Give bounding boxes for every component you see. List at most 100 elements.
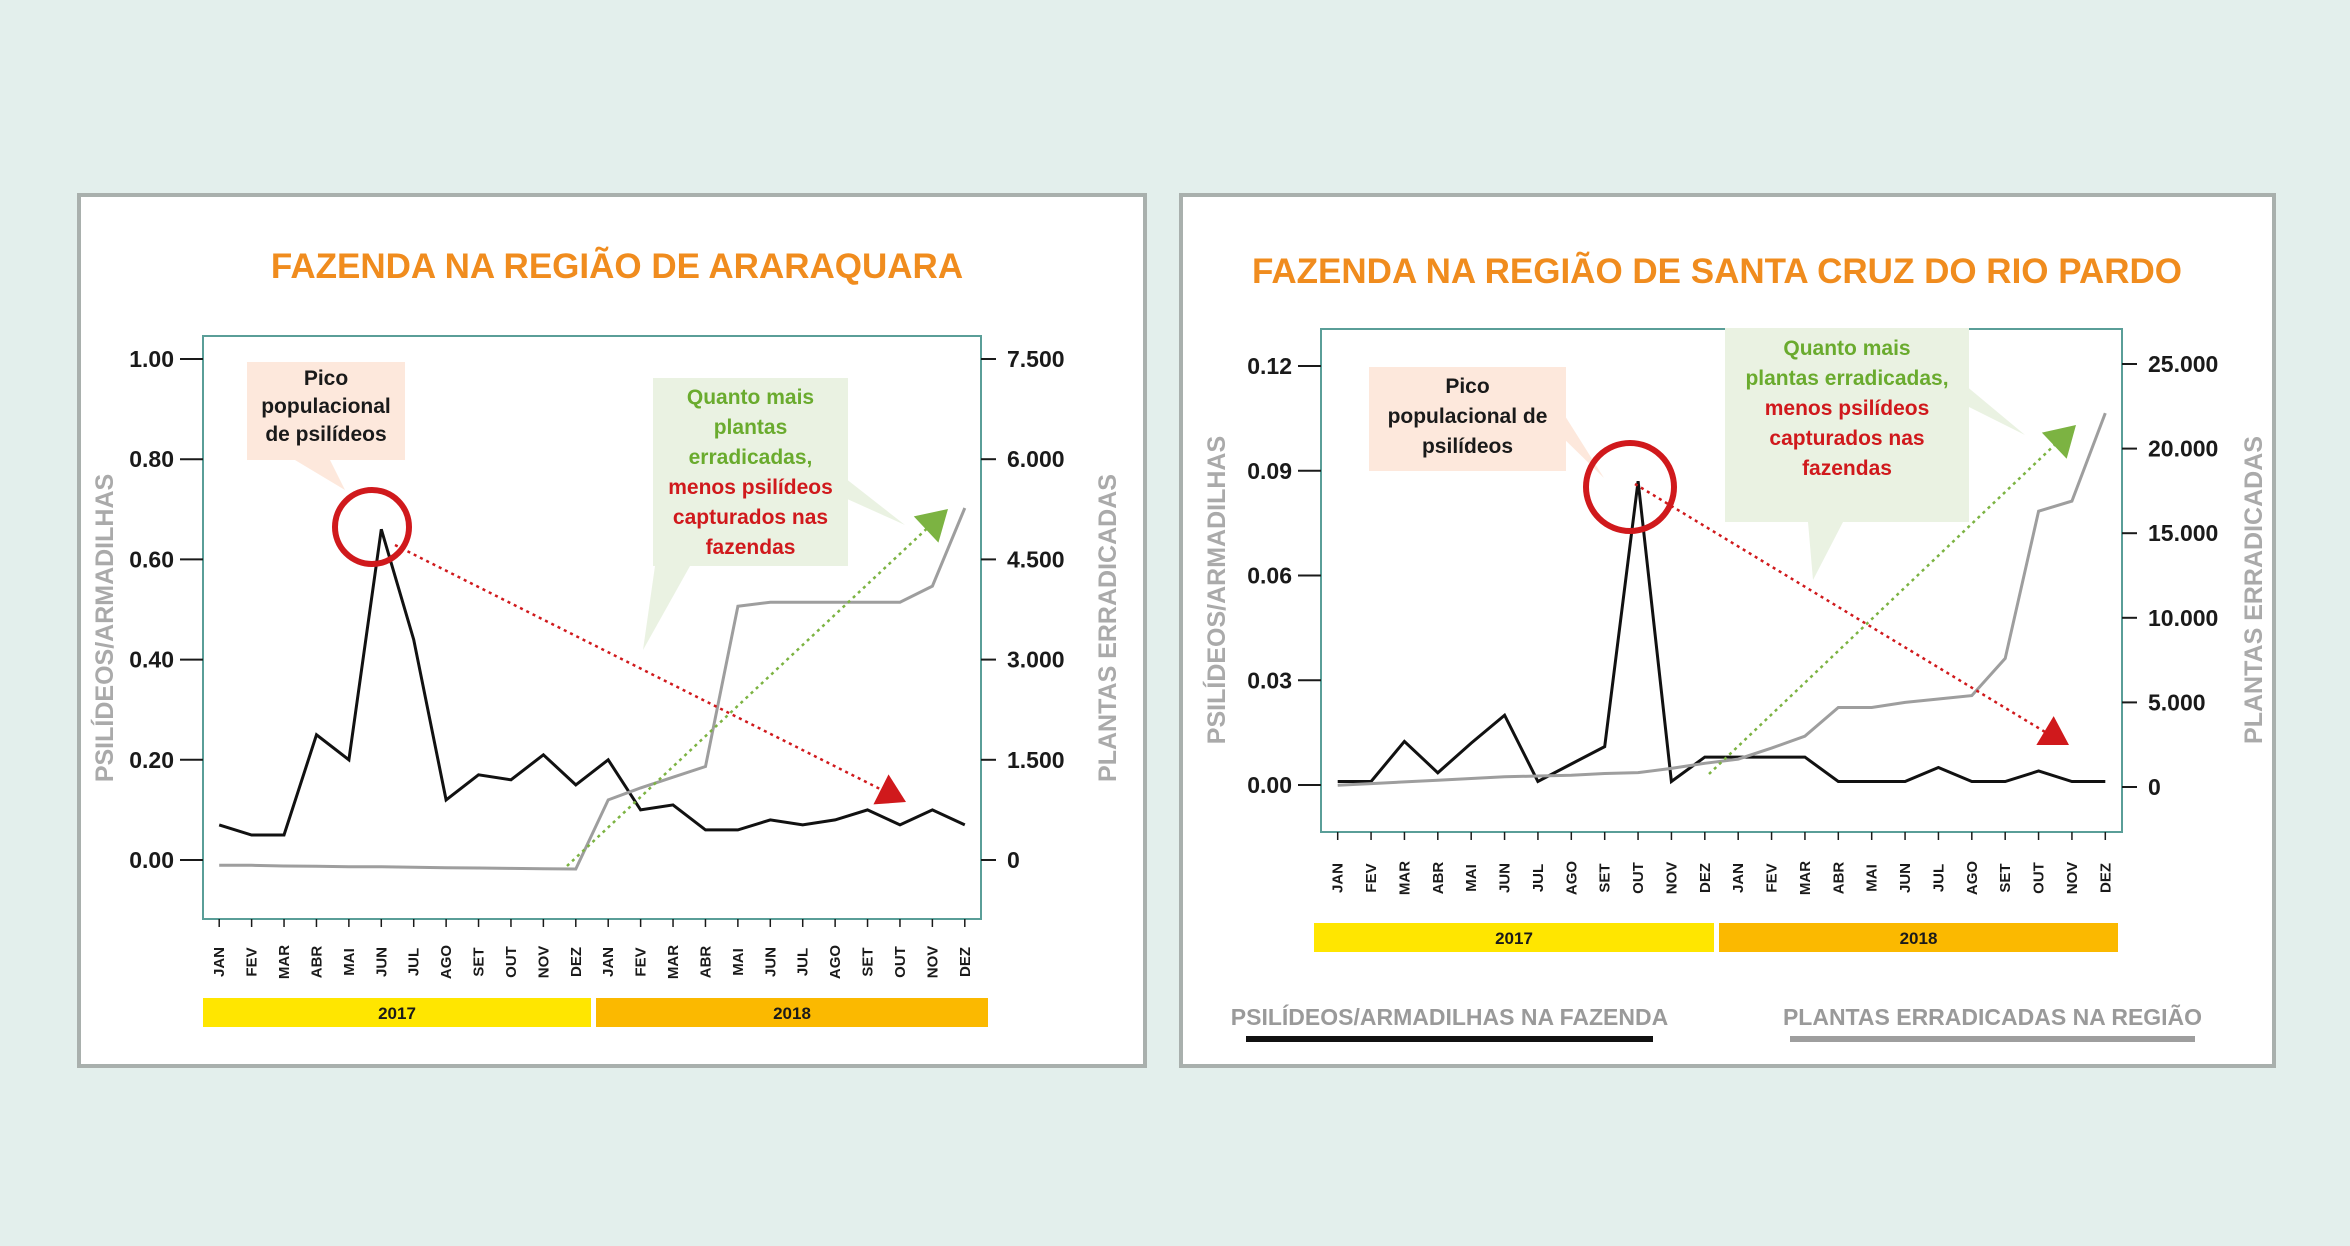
- month-label: FEV: [633, 947, 650, 976]
- peak-note-line: de psilídeos: [265, 423, 386, 446]
- trend-note-line: Quanto mais: [1783, 337, 1910, 360]
- left-tick-label: 0.06: [1247, 563, 1292, 589]
- trend-note-line: erradicadas,: [689, 446, 813, 469]
- trend-arrow-green: [1708, 435, 2065, 775]
- month-label: MAR: [665, 945, 682, 979]
- month-label: JUN: [762, 947, 779, 977]
- trend-callout-tail-right: [1965, 385, 2025, 435]
- month-label: ABR: [1430, 862, 1447, 895]
- trend-arrow-red: [394, 543, 893, 797]
- left-tick-label: 0.00: [1247, 772, 1292, 798]
- month-label: MAR: [1396, 861, 1413, 895]
- plot-area: [202, 335, 982, 920]
- peak-callout-box: [247, 362, 405, 460]
- left-tick-label: 0.09: [1247, 458, 1292, 484]
- right-tick-label: 20.000: [2148, 436, 2218, 462]
- month-label: JUL: [795, 948, 812, 976]
- legend-label: PSILÍDEOS/ARMADILHAS NA FAZENDA: [1231, 1003, 1668, 1030]
- month-label: NOV: [924, 946, 941, 979]
- month-label: NOV: [2064, 862, 2081, 895]
- right-axis-title: PLANTAS ERRADICADAS: [2240, 436, 2268, 744]
- month-label: OUT: [1630, 862, 1647, 894]
- peak-note-line: Pico: [1445, 375, 1489, 398]
- month-label: NOV: [1663, 862, 1680, 895]
- month-label: ABR: [308, 946, 325, 979]
- arrowhead-green: [2041, 425, 2076, 459]
- month-label: DEZ: [568, 947, 585, 977]
- month-label: AGO: [827, 945, 844, 980]
- trend-note-line: capturados nas: [1769, 427, 1924, 450]
- year-label: 2017: [1495, 929, 1533, 948]
- month-label: JUN: [1897, 863, 1914, 893]
- month-label: JAN: [600, 947, 617, 977]
- trend-note-line: plantas erradicadas,: [1745, 367, 1948, 390]
- trend-callout-tail: [643, 566, 690, 650]
- month-label: SET: [1597, 863, 1614, 892]
- month-label: FEV: [1764, 863, 1781, 892]
- trend-note-line: fazendas: [1802, 457, 1892, 480]
- month-label: AGO: [1964, 861, 1981, 896]
- month-label: FEV: [244, 947, 261, 976]
- legend-swatch: [1246, 1036, 1653, 1042]
- trend-note-line: menos psilídeos: [1765, 397, 1930, 420]
- chart-panel-1: FAZENDA NA REGIÃO DE ARARAQUARA 0.00 0.20 0…: [77, 193, 1147, 1068]
- month-label: OUT: [2031, 862, 2048, 894]
- year-label: 2018: [773, 1004, 811, 1023]
- peak-callout-tail: [295, 460, 345, 490]
- series-line-psyllids: [218, 528, 966, 837]
- legend-label: PLANTAS ERRADICADAS NA REGIÃO: [1783, 1003, 2202, 1030]
- chart-panel-2: FAZENDA NA REGIÃO DE SANTA CRUZ DO RIO P…: [1179, 193, 2276, 1068]
- month-label: JAN: [1730, 863, 1747, 893]
- year-bar-2018: [1719, 923, 2118, 952]
- left-axis-title: PSILÍDEOS/ARMADILHAS: [1202, 436, 1231, 744]
- year-bar-2018: [596, 998, 988, 1027]
- right-tick-label: 0: [1007, 847, 1020, 873]
- month-label: ABR: [697, 946, 714, 979]
- month-label: JUN: [1497, 863, 1514, 893]
- trend-arrow-green: [566, 519, 937, 867]
- plot-area: [1320, 328, 2123, 833]
- trend-note-line: menos psilídeos: [668, 476, 833, 499]
- right-tick-label: 6.000: [1007, 446, 1065, 472]
- month-label: JUL: [1930, 864, 1947, 892]
- left-tick-label: 0.00: [129, 847, 174, 873]
- left-tick-label: 0.20: [129, 747, 174, 773]
- month-label: JUL: [1530, 864, 1547, 892]
- panel-frame: [77, 193, 1147, 1068]
- series-line-psyllids: [1337, 481, 2106, 785]
- right-tick-label: 4.500: [1007, 546, 1065, 572]
- peak-note-line: psilídeos: [1422, 435, 1513, 458]
- arrowhead-red: [873, 774, 906, 805]
- trend-callout-box: [1725, 328, 1969, 522]
- month-label: AGO: [1563, 861, 1580, 896]
- left-tick-label: 0.40: [129, 647, 174, 673]
- left-axis-title: PSILÍDEOS/ARMADILHAS: [90, 474, 119, 782]
- month-label: SET: [1997, 863, 2014, 892]
- left-tick-label: 0.60: [129, 546, 174, 572]
- arrowhead-red: [2036, 716, 2069, 745]
- trend-callout-box: [653, 378, 848, 566]
- trend-callout-tail-right: [845, 478, 905, 525]
- peak-highlight-circle: [332, 487, 412, 567]
- month-label: ABR: [1830, 862, 1847, 895]
- month-label: AGO: [438, 945, 455, 980]
- left-tick-label: 0.12: [1247, 353, 1292, 379]
- month-label: SET: [860, 947, 877, 976]
- trend-arrow-red: [1634, 482, 2056, 740]
- trend-note-line: capturados nas: [673, 506, 828, 529]
- trend-note-line: fazendas: [706, 536, 796, 559]
- month-label: MAR: [276, 945, 293, 979]
- right-tick-label: 0: [2148, 774, 2161, 800]
- month-label: SET: [471, 947, 488, 976]
- month-label: MAR: [1797, 861, 1814, 895]
- peak-note-line: populacional de: [1388, 405, 1548, 428]
- peak-callout-tail: [1555, 400, 1604, 478]
- chart-title: FAZENDA NA REGIÃO DE SANTA CRUZ DO RIO P…: [1252, 252, 2182, 291]
- year-label: 2017: [378, 1004, 416, 1023]
- trend-callout-tail: [1808, 522, 1843, 580]
- left-tick-label: 0.80: [129, 446, 174, 472]
- trend-note-line: plantas: [714, 416, 788, 439]
- series-line-plants: [1337, 412, 2107, 787]
- month-label: MAI: [1864, 864, 1881, 892]
